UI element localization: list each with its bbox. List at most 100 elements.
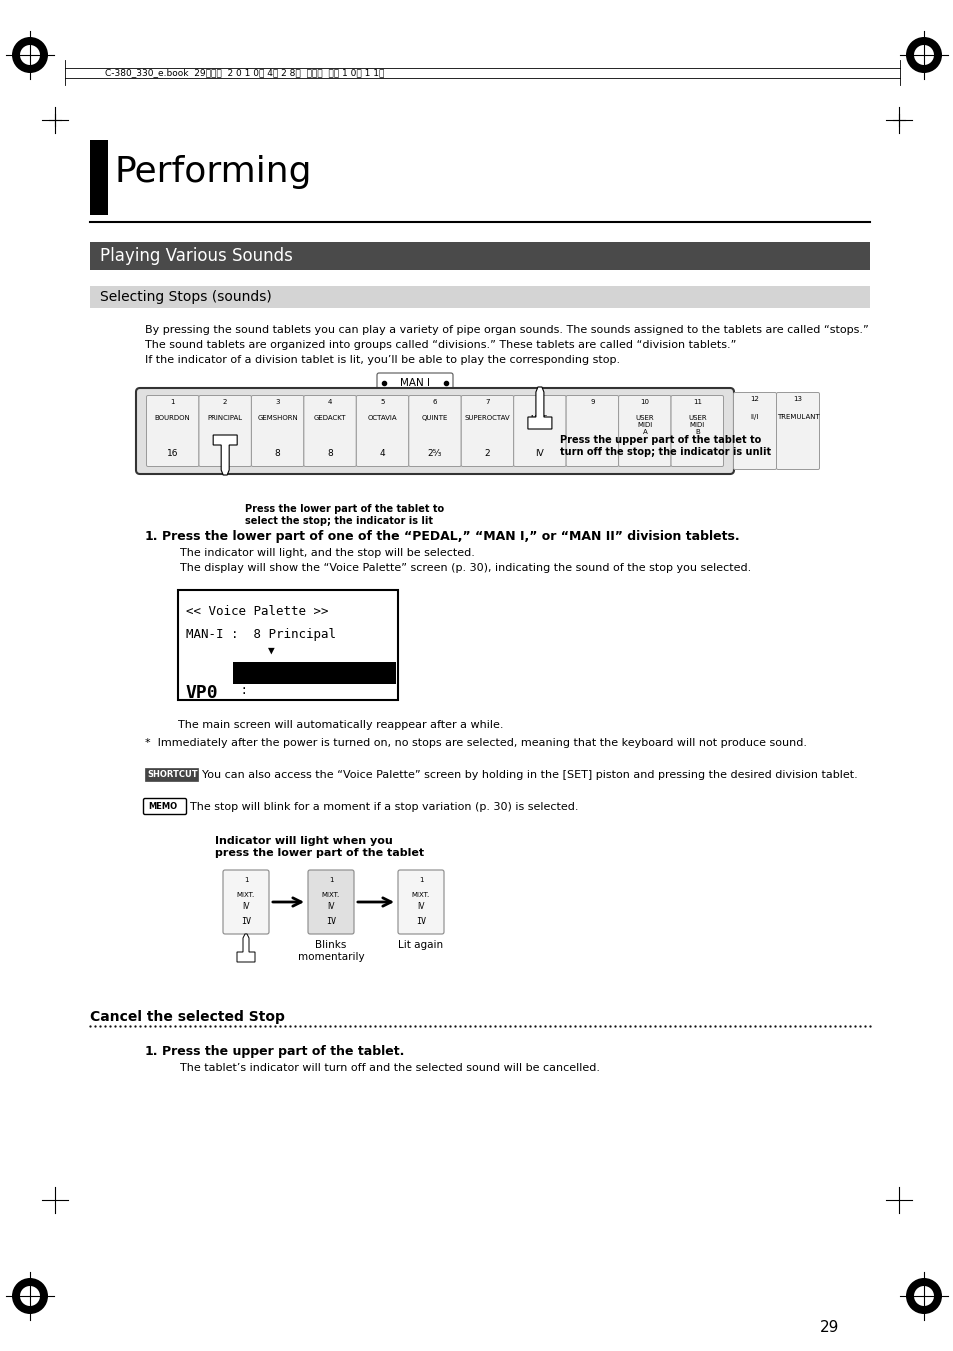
Text: SHORTCUT: SHORTCUT — [147, 770, 197, 780]
Text: 8: 8 — [537, 399, 541, 405]
Text: If the indicator of a division tablet is lit, you’ll be able to play the corresp: If the indicator of a division tablet is… — [145, 355, 619, 365]
Text: *  Immediately after the power is turned on, no stops are selected, meaning that: * Immediately after the power is turned … — [145, 738, 806, 748]
Bar — [90, 242, 869, 270]
FancyBboxPatch shape — [397, 870, 443, 934]
Text: MAN I: MAN I — [399, 378, 430, 388]
Text: 8: 8 — [222, 449, 228, 458]
Text: The indicator will light, and the stop will be selected.: The indicator will light, and the stop w… — [180, 549, 475, 558]
Bar — [90, 141, 108, 215]
FancyBboxPatch shape — [304, 396, 355, 466]
Text: 1: 1 — [244, 877, 248, 884]
Text: IV: IV — [416, 917, 426, 925]
Text: MIXT.: MIXT. — [321, 892, 340, 898]
FancyBboxPatch shape — [408, 396, 460, 466]
Text: Press the upper part of the tablet.: Press the upper part of the tablet. — [162, 1046, 404, 1058]
Text: 29: 29 — [820, 1320, 839, 1335]
Text: Press the lower part of one of the “PEDAL,” “MAN I,” or “MAN II” division tablet: Press the lower part of one of the “PEDA… — [162, 530, 739, 543]
FancyBboxPatch shape — [618, 396, 670, 466]
FancyBboxPatch shape — [460, 396, 513, 466]
FancyBboxPatch shape — [136, 388, 733, 474]
Text: MEMO: MEMO — [148, 802, 177, 811]
Circle shape — [913, 1286, 933, 1306]
Circle shape — [913, 45, 933, 65]
Text: You can also access the “Voice Palette” screen by holding in the [SET] piston an: You can also access the “Voice Palette” … — [202, 770, 857, 780]
Text: 4: 4 — [379, 449, 385, 458]
Text: GEMSHORN: GEMSHORN — [257, 415, 297, 422]
Text: Selecting Stops (sounds): Selecting Stops (sounds) — [100, 290, 272, 304]
Text: 2: 2 — [484, 449, 490, 458]
Text: Press the lower part of the tablet to
select the stop; the indicator is lit: Press the lower part of the tablet to se… — [245, 504, 444, 526]
Text: 10: 10 — [639, 399, 649, 405]
Text: 9: 9 — [590, 399, 594, 405]
Text: IV: IV — [327, 902, 335, 911]
Text: II/I: II/I — [750, 413, 759, 420]
Text: SUPEROCTAV: SUPEROCTAV — [464, 415, 510, 422]
FancyBboxPatch shape — [565, 396, 618, 466]
Text: 7: 7 — [485, 399, 489, 405]
Text: USER
MIDI
B: USER MIDI B — [687, 415, 706, 435]
Text: 11: 11 — [692, 399, 701, 405]
FancyBboxPatch shape — [513, 396, 565, 466]
Text: MAN-I :  8 Principal: MAN-I : 8 Principal — [186, 628, 335, 640]
Text: TREMULANT: TREMULANT — [776, 413, 819, 420]
Polygon shape — [236, 934, 254, 962]
Circle shape — [20, 1286, 40, 1306]
FancyBboxPatch shape — [376, 373, 453, 393]
FancyBboxPatch shape — [143, 798, 186, 815]
Text: IV: IV — [416, 902, 424, 911]
Text: The main screen will automatically reappear after a while.: The main screen will automatically reapp… — [178, 720, 503, 730]
FancyBboxPatch shape — [733, 393, 776, 470]
Text: C-380_330_e.book  29ページ  2 0 1 0年 4月 2 8日  水曜日  午後 1 0時 1 1分: C-380_330_e.book 29ページ 2 0 1 0年 4月 2 8日 … — [105, 69, 384, 77]
Text: The tablet’s indicator will turn off and the selected sound will be cancelled.: The tablet’s indicator will turn off and… — [180, 1063, 599, 1073]
Text: IV: IV — [326, 917, 335, 925]
Text: 4: 4 — [328, 399, 332, 405]
Text: GEDACKT: GEDACKT — [314, 415, 346, 422]
Text: 1: 1 — [418, 877, 423, 884]
Bar — [233, 662, 395, 684]
Text: 2: 2 — [223, 399, 227, 405]
Text: Indicator will light when you
press the lower part of the tablet: Indicator will light when you press the … — [214, 836, 424, 858]
FancyBboxPatch shape — [252, 396, 304, 466]
Text: MIXT.: MIXT. — [236, 892, 254, 898]
FancyBboxPatch shape — [308, 870, 354, 934]
Polygon shape — [213, 435, 237, 476]
Text: MIXT.: MIXT. — [530, 415, 549, 422]
Text: IV: IV — [242, 902, 250, 911]
Text: << Voice Palette >>: << Voice Palette >> — [186, 605, 328, 617]
Polygon shape — [527, 386, 552, 430]
Text: Playing Various Sounds: Playing Various Sounds — [100, 247, 293, 265]
Text: IV: IV — [241, 917, 251, 925]
Bar — [178, 590, 397, 700]
Text: Blinks
momentarily: Blinks momentarily — [297, 940, 364, 962]
FancyBboxPatch shape — [776, 393, 819, 470]
Text: Cancel the selected Stop: Cancel the selected Stop — [90, 1011, 285, 1024]
Text: 13: 13 — [793, 396, 801, 403]
Text: 12: 12 — [750, 396, 759, 403]
Text: PRINCIPAL: PRINCIPAL — [208, 415, 242, 422]
Text: The stop will blink for a moment if a stop variation (p. 30) is selected.: The stop will blink for a moment if a st… — [190, 802, 578, 812]
Text: Press the upper part of the tablet to
turn off the stop; the indicator is unlit: Press the upper part of the tablet to tu… — [559, 435, 770, 457]
Text: 5: 5 — [380, 399, 384, 405]
Bar — [90, 286, 869, 308]
Text: QUINTE: QUINTE — [421, 415, 448, 422]
Circle shape — [12, 1278, 48, 1315]
Text: 16: 16 — [167, 449, 178, 458]
Text: The sound tablets are organized into groups called “divisions.” These tablets ar: The sound tablets are organized into gro… — [145, 340, 736, 350]
Text: 1: 1 — [329, 877, 333, 884]
Text: USER
MIDI
A: USER MIDI A — [635, 415, 654, 435]
Text: 6: 6 — [433, 399, 436, 405]
FancyBboxPatch shape — [199, 396, 252, 466]
FancyBboxPatch shape — [355, 396, 408, 466]
Text: OCTAVIA: OCTAVIA — [367, 415, 397, 422]
FancyBboxPatch shape — [670, 396, 722, 466]
Text: Performing: Performing — [115, 155, 313, 189]
Text: 3: 3 — [275, 399, 279, 405]
Circle shape — [12, 36, 48, 73]
Text: 8: 8 — [274, 449, 280, 458]
Text: Lit again: Lit again — [398, 940, 443, 950]
FancyBboxPatch shape — [223, 870, 269, 934]
Text: MIXT.: MIXT. — [412, 892, 430, 898]
Text: 1.: 1. — [145, 1046, 158, 1058]
Circle shape — [905, 36, 941, 73]
Bar — [145, 767, 198, 781]
